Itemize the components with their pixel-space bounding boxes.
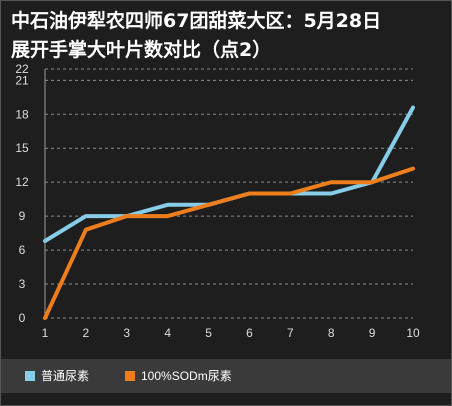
y-tick-label-2: 6 [19,243,26,257]
x-tick-labels: 1 2 3 4 5 6 7 8 9 10 [42,326,420,340]
series-line-2 [43,166,415,320]
x-tick-label-7: 8 [328,326,335,340]
gridlines [45,68,413,319]
y-tick-label-0: 0 [19,311,26,325]
x-tick-label-9: 10 [406,326,420,340]
y-tick-label-7: 21 [15,73,29,87]
x-tick-label-8: 9 [369,326,376,340]
legend-label-series-2: 100%SODm尿素 [141,369,232,383]
y-tick-label-5: 15 [15,141,29,155]
legend-swatch-series-2 [125,371,135,381]
y-tick-label-1: 3 [19,277,26,291]
series-lines [43,105,415,320]
x-tick-label-4: 5 [205,326,212,340]
x-tick-label-6: 7 [287,326,294,340]
y-tick-label-4: 12 [15,175,29,189]
y-tick-label-3: 9 [19,209,26,223]
x-tick-label-0: 1 [42,326,49,340]
y-tick-label-6: 18 [15,107,29,121]
legend-label-series-1: 普通尿素 [41,369,90,383]
y-tick-label-8: 22 [15,62,29,76]
x-tick-label-2: 3 [123,326,130,340]
x-tick-label-1: 2 [83,326,90,340]
legend-swatch-series-1 [25,371,35,381]
chart-title: 中石油伊犁农四师67团甜菜大区：5月28日 展开手掌大叶片数对比（点2） [11,10,382,61]
series-line-1 [43,105,415,243]
legend: 普通尿素 100%SODm尿素 [1,359,451,393]
x-tick-label-5: 6 [246,326,253,340]
x-tick-label-3: 4 [164,326,171,340]
